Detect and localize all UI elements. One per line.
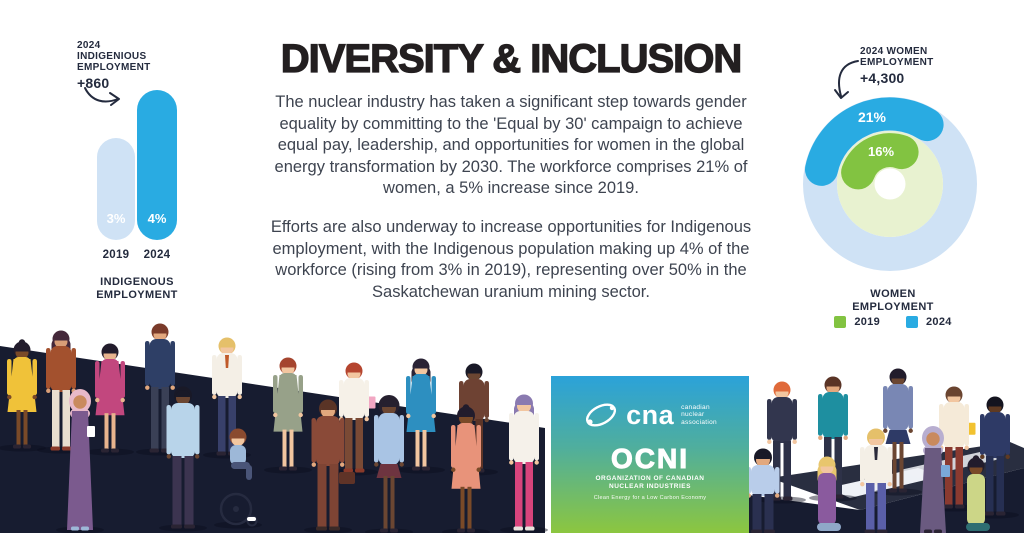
ocni-org-line: ORGANIZATION OF CANADIAN <box>595 475 705 482</box>
ocni-wordmark: OCNI <box>610 443 689 474</box>
donut-hole <box>874 168 906 200</box>
ocni-logo: OCNI ORGANIZATION OF CANADIAN NUCLEAR IN… <box>593 443 707 501</box>
cna-wordmark: cna <box>626 400 675 430</box>
donut-label-2019: 16% <box>868 144 894 159</box>
annotation-line: INDIGENIOUS <box>77 51 147 62</box>
indigenous-chart-title: INDIGENOUS EMPLOYMENT <box>96 276 178 301</box>
page-title: DIVERSITY & INCLUSION <box>280 36 743 81</box>
donut-arc-2024 <box>805 97 944 186</box>
cna-logo: cna canadian nuclear association <box>583 400 717 430</box>
annotation-value: +4,300 <box>860 70 905 86</box>
diverse-people-illustration <box>0 323 1024 533</box>
hand-drawn-arrow-icon <box>84 87 120 106</box>
cna-subtext: canadian nuclear association <box>681 403 717 426</box>
donut-arc-2019 <box>841 133 919 190</box>
logo-panel: cna canadian nuclear association OCNI OR… <box>551 376 749 533</box>
women-chart-title: WOMEN EMPLOYMENT <box>852 288 934 313</box>
legend-label-2024: 2024 <box>926 316 952 328</box>
axis-label-2019: 2019 <box>102 249 130 261</box>
paragraph-1: The nuclear industry has taken a signifi… <box>274 93 748 198</box>
legend-swatch-2019 <box>834 316 847 328</box>
annotation-line: 2024 <box>77 40 101 51</box>
paragraph-2: Efforts are also underway to increase op… <box>270 218 752 301</box>
ocni-tagline: Clean Energy for a Low Carbon Economy <box>593 495 707 501</box>
donut-label-2024: 21% <box>858 109 887 125</box>
bar-value-label: 4% <box>147 211 167 226</box>
women-chart-legend: 2019 2024 <box>818 316 968 328</box>
ocni-org-line: NUCLEAR INDUSTRIES <box>609 483 691 490</box>
annotation-line: 2024 WOMEN <box>860 46 928 57</box>
women-donut-chart: 21% 16% <box>803 97 977 271</box>
bar-2024: 4% <box>137 90 177 240</box>
annotation-line: EMPLOYMENT <box>77 62 151 73</box>
axis-label-2024: 2024 <box>143 249 171 261</box>
indigenous-annotation: 2024 INDIGENIOUS EMPLOYMENT +860 <box>77 40 151 91</box>
cna-atom-icon <box>586 403 617 427</box>
bar-value-label: 3% <box>106 211 126 226</box>
annotation-line: EMPLOYMENT <box>860 57 934 68</box>
body-text: The nuclear industry has taken a signifi… <box>260 92 762 320</box>
annotation-value: +860 <box>77 75 110 91</box>
legend-swatch-2024 <box>906 316 918 328</box>
bar-2019: 3% <box>97 138 135 240</box>
hand-drawn-arrow-icon <box>834 60 859 99</box>
legend-label-2019: 2019 <box>854 316 880 328</box>
women-annotation: 2024 WOMEN EMPLOYMENT +4,300 <box>860 46 934 86</box>
indigenous-bar-chart: 3% 4% <box>95 90 181 240</box>
